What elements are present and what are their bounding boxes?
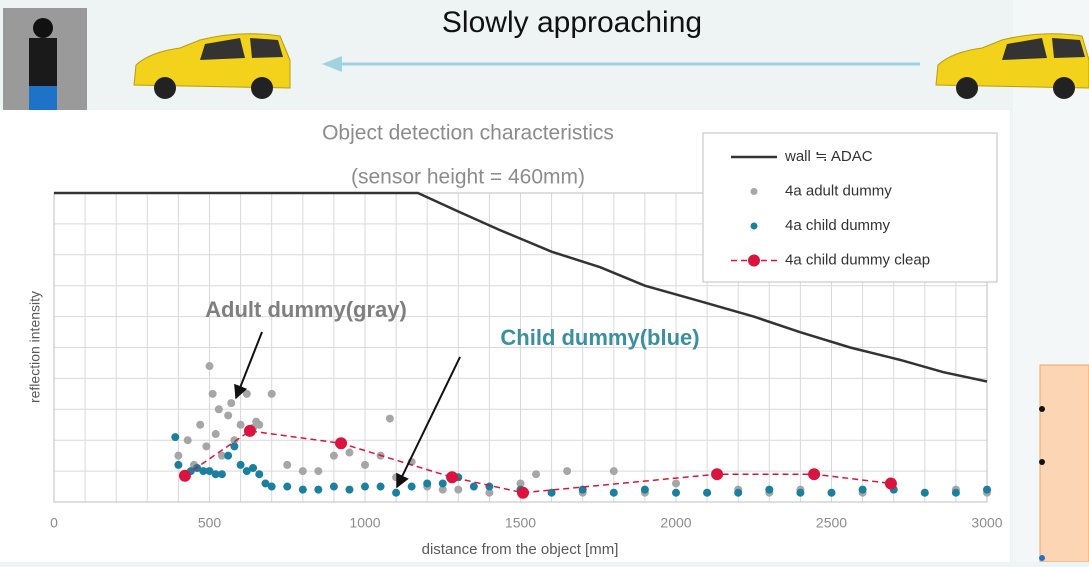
point: [672, 489, 680, 497]
marker: [711, 468, 723, 480]
point: [202, 442, 210, 450]
point: [485, 483, 493, 491]
point: [196, 421, 204, 429]
marker: [885, 477, 897, 489]
x-tick-label: 1500: [505, 515, 536, 531]
point: [377, 483, 385, 491]
legend-label: 4a adult dummy: [785, 182, 892, 199]
point: [174, 461, 182, 469]
annotation: Child dummy(blue): [500, 325, 699, 350]
point: [796, 489, 804, 497]
point: [268, 483, 276, 491]
point: [268, 390, 276, 398]
point: [206, 362, 214, 370]
point: [237, 461, 245, 469]
point: [610, 467, 618, 475]
point: [408, 483, 416, 491]
point: [283, 483, 291, 491]
marker: [179, 470, 191, 482]
point: [641, 486, 649, 494]
x-tick-label: 0: [50, 515, 58, 531]
point: [703, 489, 711, 497]
page: Slowly approaching 0 500 1000 1500 2000 2500 3…: [0, 0, 1089, 562]
legend-label: 4a child dummy: [785, 217, 891, 234]
y-axis-label: reflection intensity: [27, 291, 43, 403]
point: [224, 411, 232, 419]
marker: [808, 468, 820, 480]
point: [314, 467, 322, 475]
point: [171, 433, 179, 441]
point: [423, 479, 431, 487]
point: [184, 436, 192, 444]
marker: [517, 487, 529, 499]
point: [299, 486, 307, 494]
chart-title: Object detection characteristics: [322, 122, 614, 145]
point: [439, 479, 447, 487]
point: [330, 483, 338, 491]
point: [314, 486, 322, 494]
point: [227, 399, 235, 407]
point: [921, 489, 929, 497]
point: [345, 486, 353, 494]
point: [218, 470, 226, 478]
point: [243, 390, 251, 398]
point: [734, 489, 742, 497]
marker: [446, 471, 458, 483]
legend-label: 4a child dummy cleap: [785, 251, 930, 268]
point: [255, 470, 263, 478]
point: [563, 467, 571, 475]
point: [230, 442, 238, 450]
point: [386, 415, 394, 423]
point: [765, 486, 773, 494]
bullet: [1039, 459, 1045, 465]
slide: Slowly approaching 0 500 1000 1500 2000 2500 3…: [0, 0, 1089, 562]
legend-swatch: [751, 223, 758, 230]
point: [361, 483, 369, 491]
point: [212, 430, 220, 438]
bullet: [1039, 406, 1045, 412]
x-tick-label: 2500: [816, 515, 847, 531]
point: [672, 479, 680, 487]
point: [361, 461, 369, 469]
chart-subtitle: (sensor height = 460mm): [351, 166, 585, 189]
bullet: [1039, 555, 1045, 561]
point: [983, 486, 991, 494]
point: [454, 486, 462, 494]
marker: [335, 437, 347, 449]
point: [299, 467, 307, 475]
legend-swatch: [751, 188, 758, 195]
point: [952, 489, 960, 497]
note-box: [1040, 365, 1089, 562]
x-tick-label: 2000: [660, 515, 691, 531]
point: [330, 452, 338, 460]
x-tick-label: 500: [198, 515, 222, 531]
annotation: Adult dummy(gray): [205, 297, 407, 322]
point: [283, 461, 291, 469]
point: [470, 483, 478, 491]
x-axis-label: distance from the object [mm]: [422, 541, 619, 558]
point: [392, 489, 400, 497]
point: [859, 486, 867, 494]
point: [392, 473, 400, 481]
point: [209, 390, 217, 398]
point: [255, 421, 263, 429]
point: [249, 464, 257, 472]
slide-title: Slowly approaching: [442, 6, 702, 39]
legend-swatch: [748, 255, 760, 267]
point: [828, 489, 836, 497]
point: [224, 452, 232, 460]
point: [237, 421, 245, 429]
point: [532, 470, 540, 478]
point: [610, 489, 618, 497]
point: [174, 452, 182, 460]
x-tick-label: 3000: [971, 515, 1002, 531]
legend-label: wall ≒ ADAC: [784, 148, 873, 165]
marker: [244, 425, 256, 437]
point: [215, 405, 223, 413]
x-tick-label: 1000: [349, 515, 380, 531]
point: [345, 449, 353, 457]
